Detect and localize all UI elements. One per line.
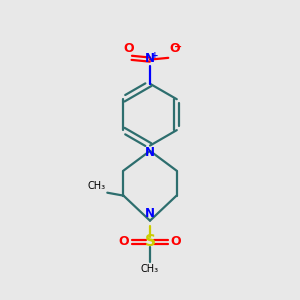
Text: O: O <box>170 43 180 56</box>
Text: O: O <box>171 236 181 248</box>
Text: CH₃: CH₃ <box>88 181 106 191</box>
Text: N: N <box>145 52 155 65</box>
Text: O: O <box>123 43 134 56</box>
Text: +: + <box>152 51 159 60</box>
Text: −: − <box>174 41 182 51</box>
Text: N: N <box>145 207 155 220</box>
Text: S: S <box>145 234 155 249</box>
Text: CH₃: CH₃ <box>141 264 159 274</box>
Text: N: N <box>145 146 155 159</box>
Text: O: O <box>119 236 129 248</box>
